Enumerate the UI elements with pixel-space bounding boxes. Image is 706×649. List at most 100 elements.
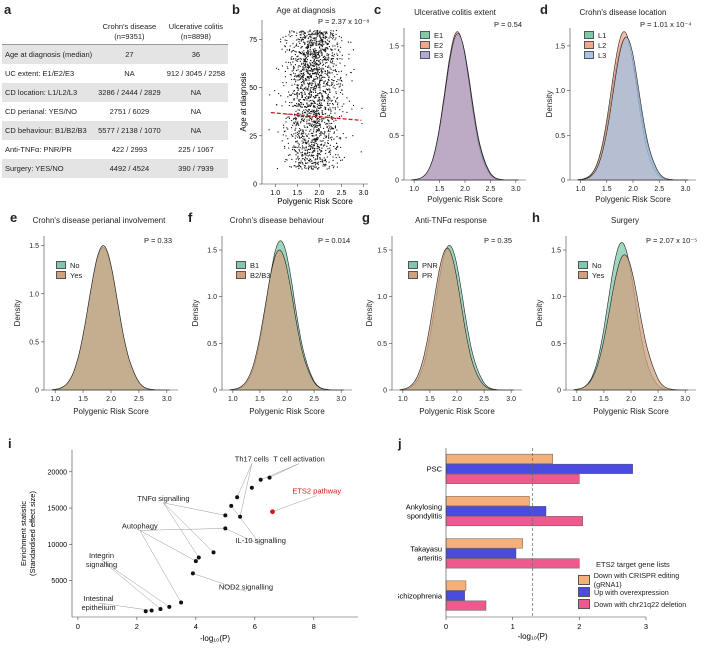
scatter-point xyxy=(329,127,331,129)
scatter-point xyxy=(310,93,312,95)
scatter-point xyxy=(327,59,329,61)
scatter-point xyxy=(319,43,321,45)
scatter-point xyxy=(283,124,285,126)
scatter-point xyxy=(302,133,304,135)
scatter-point xyxy=(299,31,301,33)
scatter-point xyxy=(303,109,305,111)
legend-label: Down with chr21q22 deletion xyxy=(594,599,687,609)
panel-h-legend: No Yes xyxy=(578,260,604,280)
scatter-point xyxy=(314,121,316,123)
scatter-point xyxy=(331,49,333,51)
scatter-point xyxy=(312,64,314,66)
scatter-point xyxy=(321,74,323,76)
scatter-point xyxy=(326,36,328,38)
scatter-point xyxy=(341,105,343,107)
scatter-point xyxy=(288,154,290,156)
scatter-point xyxy=(312,96,314,98)
scatter-point xyxy=(297,84,299,86)
scatter-point xyxy=(326,44,328,46)
scatter-point xyxy=(305,88,307,90)
scatter-point xyxy=(310,111,312,113)
scatter-point xyxy=(298,134,300,136)
scatter-point xyxy=(298,79,300,81)
scatter-point xyxy=(301,155,303,157)
scatter-point xyxy=(316,111,318,113)
scatter-point xyxy=(325,42,327,44)
scatter-point xyxy=(302,69,304,71)
legend-item: Down with CRISPR editing (gRNA1) xyxy=(578,571,706,589)
scatter-point xyxy=(298,112,300,114)
scatter-point xyxy=(310,52,312,54)
legend-label: Up with overexpression xyxy=(594,587,669,597)
pathway-annotation-line: TNFα signalling xyxy=(137,494,189,503)
legend-swatch xyxy=(408,261,418,269)
pathway-annotation-line: epithelium xyxy=(81,603,115,612)
scatter-point xyxy=(303,54,305,56)
scatter-point xyxy=(318,107,320,109)
scatter-point xyxy=(326,127,328,129)
scatter-point xyxy=(306,113,308,115)
scatter-point xyxy=(289,102,291,104)
leader-line xyxy=(260,463,300,480)
legend-label: B2/B3 xyxy=(250,270,271,280)
scatter-point xyxy=(318,104,320,106)
scatter-point xyxy=(327,97,329,99)
scatter-point xyxy=(331,49,333,51)
scatter-point xyxy=(331,164,333,166)
scatter-point xyxy=(303,87,305,89)
scatter-point xyxy=(340,37,342,39)
enrichment-point xyxy=(229,503,234,508)
cd-value: 422 / 2993 xyxy=(111,145,148,154)
scatter-point xyxy=(300,92,302,94)
scatter-point xyxy=(284,147,286,149)
scatter-point xyxy=(318,97,320,99)
scatter-point xyxy=(326,54,328,56)
scatter-point xyxy=(289,48,291,50)
scatter-point xyxy=(321,99,323,101)
scatter-point xyxy=(318,42,320,44)
scatter-point xyxy=(328,65,330,67)
scatter-point xyxy=(318,54,320,56)
scatter-point xyxy=(306,106,308,108)
trendline xyxy=(270,111,362,121)
scatter-point xyxy=(341,54,343,56)
scatter-point xyxy=(313,109,315,111)
scatter-point xyxy=(309,82,311,84)
scatter-point xyxy=(290,94,292,96)
scatter-point xyxy=(307,96,309,98)
scatter-point xyxy=(314,101,316,103)
pathway-annotation: ETS2 pathway xyxy=(292,487,341,496)
y-axis-label: Density xyxy=(191,300,200,327)
scatter-point xyxy=(342,84,344,86)
leader-line xyxy=(272,495,317,512)
scatter-point xyxy=(332,30,334,32)
scatter-point xyxy=(320,144,322,146)
pathway-annotation-line: IL-10 signalling xyxy=(235,536,285,545)
scatter-point xyxy=(328,41,330,43)
scatter-point xyxy=(307,64,309,66)
scatter-point xyxy=(293,79,295,81)
scatter-point xyxy=(308,97,310,99)
scatter-point xyxy=(305,109,307,111)
scatter-point xyxy=(339,77,341,79)
scatter-point xyxy=(308,108,310,110)
scatter-point xyxy=(333,84,335,86)
scatter-point xyxy=(303,53,305,55)
y-tick-label: 1.0 xyxy=(207,294,217,301)
scatter-point xyxy=(334,69,336,71)
legend-swatch xyxy=(578,271,588,279)
legend-swatch xyxy=(584,31,594,39)
scatter-point xyxy=(316,137,318,139)
scatter-point xyxy=(312,139,314,141)
scatter-point xyxy=(352,49,354,51)
scatter-point xyxy=(306,114,308,116)
scatter-point xyxy=(315,131,317,133)
scatter-point xyxy=(328,40,330,42)
scatter-point xyxy=(311,82,313,84)
scatter-point xyxy=(289,30,291,32)
x-tick-label: 1.5 xyxy=(599,396,609,403)
scatter-point xyxy=(299,147,301,149)
scatter-point xyxy=(317,161,319,163)
scatter-point xyxy=(340,138,342,140)
x-axis-label: -log₁₀(P) xyxy=(200,634,230,643)
